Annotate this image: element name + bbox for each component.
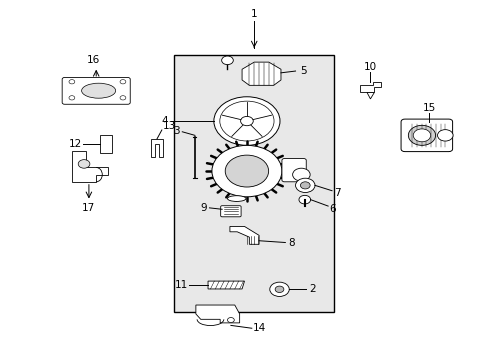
Circle shape [69,96,75,100]
Circle shape [120,96,125,100]
Text: 4: 4 [161,116,168,126]
FancyBboxPatch shape [62,77,130,104]
Text: 12: 12 [68,139,82,149]
Circle shape [227,318,234,323]
Text: 14: 14 [252,323,265,333]
Polygon shape [229,226,259,244]
Text: 5: 5 [300,66,306,76]
Text: 11: 11 [175,280,188,290]
Bar [174,55,334,312]
Circle shape [298,195,310,204]
Text: 7: 7 [334,188,341,198]
Text: 16: 16 [87,55,100,65]
Text: 1: 1 [250,9,257,19]
Circle shape [275,286,284,293]
Polygon shape [366,93,373,99]
Text: 17: 17 [82,203,95,212]
Circle shape [78,159,90,168]
Circle shape [213,97,280,145]
Ellipse shape [227,196,245,202]
Circle shape [225,155,268,187]
Text: 9: 9 [200,203,206,213]
Circle shape [292,168,309,181]
Ellipse shape [81,83,116,98]
Circle shape [221,56,233,64]
Circle shape [211,145,282,197]
Text: 8: 8 [287,238,294,248]
FancyBboxPatch shape [220,206,241,217]
Text: 6: 6 [329,204,336,214]
Circle shape [437,130,452,141]
Polygon shape [359,82,380,93]
Circle shape [69,80,75,84]
Text: 3: 3 [173,126,180,136]
Circle shape [240,116,253,126]
Circle shape [412,129,430,142]
Circle shape [269,282,288,296]
Circle shape [407,125,435,145]
Polygon shape [72,152,108,182]
Polygon shape [242,62,281,85]
Bar [100,135,112,153]
Text: 2: 2 [308,284,315,294]
Polygon shape [196,305,239,323]
Circle shape [295,178,314,193]
Text: 13: 13 [162,121,175,131]
FancyBboxPatch shape [282,158,305,182]
Text: 15: 15 [422,103,435,113]
Text: 10: 10 [363,62,376,72]
Circle shape [300,182,309,189]
FancyBboxPatch shape [400,119,452,152]
Polygon shape [207,281,244,289]
Polygon shape [151,139,163,157]
Circle shape [120,80,125,84]
